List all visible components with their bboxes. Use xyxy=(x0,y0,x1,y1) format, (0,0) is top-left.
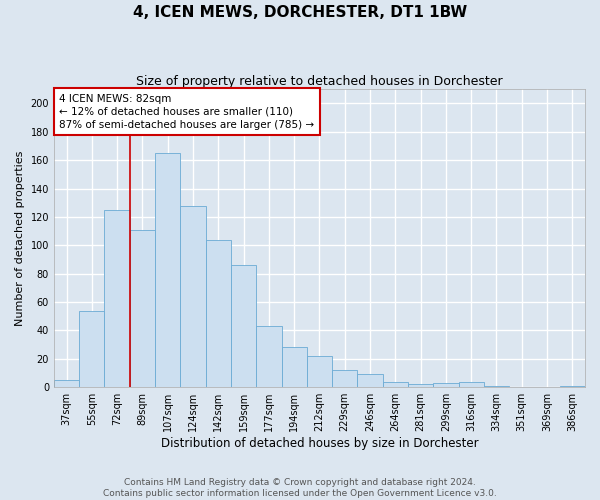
Bar xyxy=(155,153,181,387)
Bar xyxy=(130,230,155,387)
Bar xyxy=(408,384,433,387)
Bar xyxy=(281,348,307,387)
Bar xyxy=(206,240,231,387)
Bar xyxy=(307,356,332,387)
Bar xyxy=(181,206,206,387)
Bar xyxy=(54,380,79,387)
Bar xyxy=(458,382,484,387)
Bar xyxy=(104,210,130,387)
X-axis label: Distribution of detached houses by size in Dorchester: Distribution of detached houses by size … xyxy=(161,437,478,450)
Bar xyxy=(383,382,408,387)
Bar xyxy=(484,386,509,387)
Bar xyxy=(231,265,256,387)
Text: 4, ICEN MEWS, DORCHESTER, DT1 1BW: 4, ICEN MEWS, DORCHESTER, DT1 1BW xyxy=(133,5,467,20)
Bar xyxy=(358,374,383,387)
Y-axis label: Number of detached properties: Number of detached properties xyxy=(15,150,25,326)
Bar xyxy=(79,310,104,387)
Title: Size of property relative to detached houses in Dorchester: Size of property relative to detached ho… xyxy=(136,75,503,88)
Bar xyxy=(256,326,281,387)
Text: Contains HM Land Registry data © Crown copyright and database right 2024.
Contai: Contains HM Land Registry data © Crown c… xyxy=(103,478,497,498)
Bar xyxy=(332,370,358,387)
Bar xyxy=(433,383,458,387)
Bar xyxy=(560,386,585,387)
Text: 4 ICEN MEWS: 82sqm
← 12% of detached houses are smaller (110)
87% of semi-detach: 4 ICEN MEWS: 82sqm ← 12% of detached hou… xyxy=(59,94,314,130)
